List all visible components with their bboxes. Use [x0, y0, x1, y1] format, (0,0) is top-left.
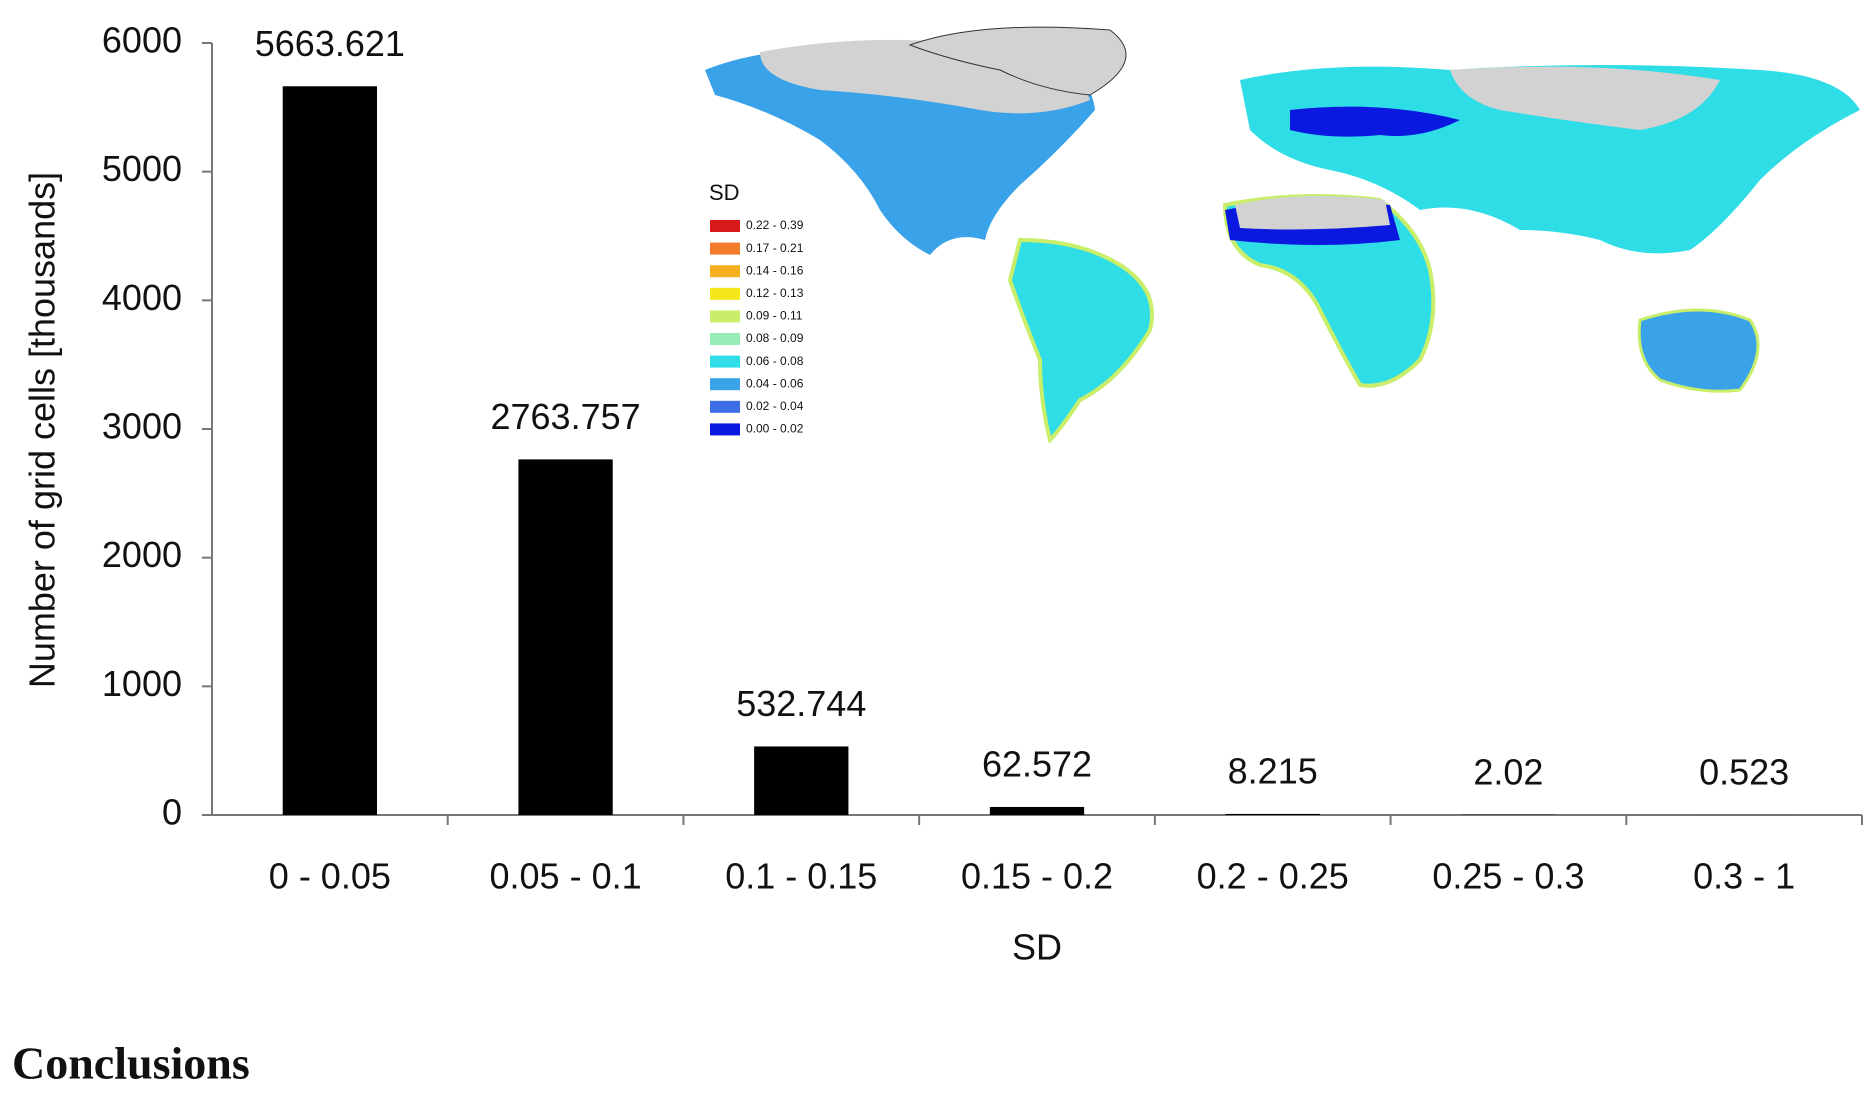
value-label: 532.744 — [736, 683, 866, 724]
y-tick-label: 1000 — [102, 663, 182, 704]
y-tick-label: 3000 — [102, 406, 182, 447]
y-tick-label: 2000 — [102, 534, 182, 575]
x-axis-label: SD — [1012, 927, 1062, 968]
value-label: 8.215 — [1228, 750, 1318, 791]
legend-label: 0.08 - 0.09 — [746, 331, 804, 345]
value-label: 2.02 — [1473, 751, 1543, 792]
y-axis-label: Number of grid cells [thousands] — [22, 172, 63, 688]
x-tick-label: 0.15 - 0.2 — [961, 856, 1113, 897]
inset-map — [705, 27, 1860, 440]
value-label: 2763.757 — [490, 396, 640, 437]
legend-title: SD — [709, 180, 740, 205]
legend-swatch — [710, 288, 740, 300]
legend-swatch — [710, 423, 740, 435]
legend-label: 0.06 - 0.08 — [746, 354, 804, 368]
y-tick-label: 5000 — [102, 148, 182, 189]
legend-swatch — [710, 243, 740, 255]
bar — [754, 746, 848, 815]
value-label: 5663.621 — [255, 23, 405, 64]
bar — [283, 86, 377, 815]
legend-swatch — [710, 310, 740, 322]
legend-label: 0.02 - 0.04 — [746, 399, 804, 413]
legend-label: 0.17 - 0.21 — [746, 241, 804, 255]
x-tick-label: 0.1 - 0.15 — [725, 856, 877, 897]
x-tick-label: 0 - 0.05 — [269, 856, 391, 897]
legend-swatch — [710, 265, 740, 277]
legend-label: 0.04 - 0.06 — [746, 376, 804, 390]
legend-swatch — [710, 333, 740, 345]
australia — [1639, 310, 1758, 391]
legend-label: 0.09 - 0.11 — [746, 309, 803, 323]
legend-swatch — [710, 401, 740, 413]
legend-label: 0.14 - 0.16 — [746, 263, 804, 277]
continent — [1010, 240, 1152, 440]
x-tick-label: 0.25 - 0.3 — [1432, 856, 1584, 897]
y-tick-label: 6000 — [102, 20, 182, 61]
x-tick-label: 0.3 - 1 — [1693, 856, 1795, 897]
x-tick-label: 0.05 - 0.1 — [490, 856, 642, 897]
legend-swatch — [710, 378, 740, 390]
y-tick-label: 0 — [162, 792, 182, 833]
bar — [990, 807, 1084, 815]
legend-label: 0.12 - 0.13 — [746, 286, 804, 300]
y-tick-label: 4000 — [102, 277, 182, 318]
legend-label: 0.00 - 0.02 — [746, 422, 804, 436]
bar — [518, 459, 612, 815]
desert — [1235, 196, 1390, 229]
bar — [1226, 814, 1320, 815]
legend-swatch — [710, 220, 740, 232]
legend-swatch — [710, 356, 740, 368]
legend-label: 0.22 - 0.39 — [746, 218, 804, 232]
x-tick-label: 0.2 - 0.25 — [1197, 856, 1349, 897]
value-label: 62.572 — [982, 743, 1092, 784]
section-heading: Conclusions — [12, 1038, 250, 1089]
value-label: 0.523 — [1699, 751, 1789, 792]
